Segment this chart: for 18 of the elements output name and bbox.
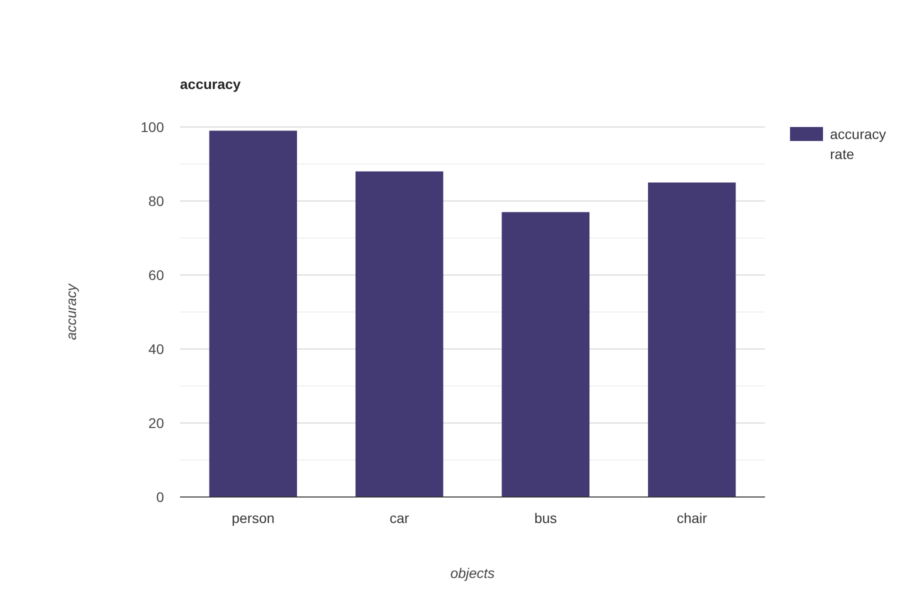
y-tick-label: 20: [148, 414, 164, 431]
bar: [209, 130, 297, 497]
legend-label: accuracy rate: [830, 126, 886, 162]
y-tick-label: 0: [156, 488, 164, 505]
x-tick-label: person: [232, 510, 275, 526]
bar: [648, 182, 736, 497]
x-axis-title: objects: [450, 565, 495, 581]
bar: [502, 212, 590, 497]
chart-title: accuracy: [180, 76, 241, 92]
y-axis-title: accuracy: [63, 282, 79, 340]
y-tick-label: 40: [148, 340, 164, 357]
x-tick-label: chair: [676, 510, 708, 526]
y-tick-label: 60: [148, 266, 164, 283]
y-tick-label: 80: [148, 192, 164, 209]
x-tick-label: bus: [534, 510, 557, 526]
y-tick-label: 100: [140, 118, 164, 135]
x-tick-label: car: [390, 510, 410, 526]
bar: [356, 171, 444, 497]
